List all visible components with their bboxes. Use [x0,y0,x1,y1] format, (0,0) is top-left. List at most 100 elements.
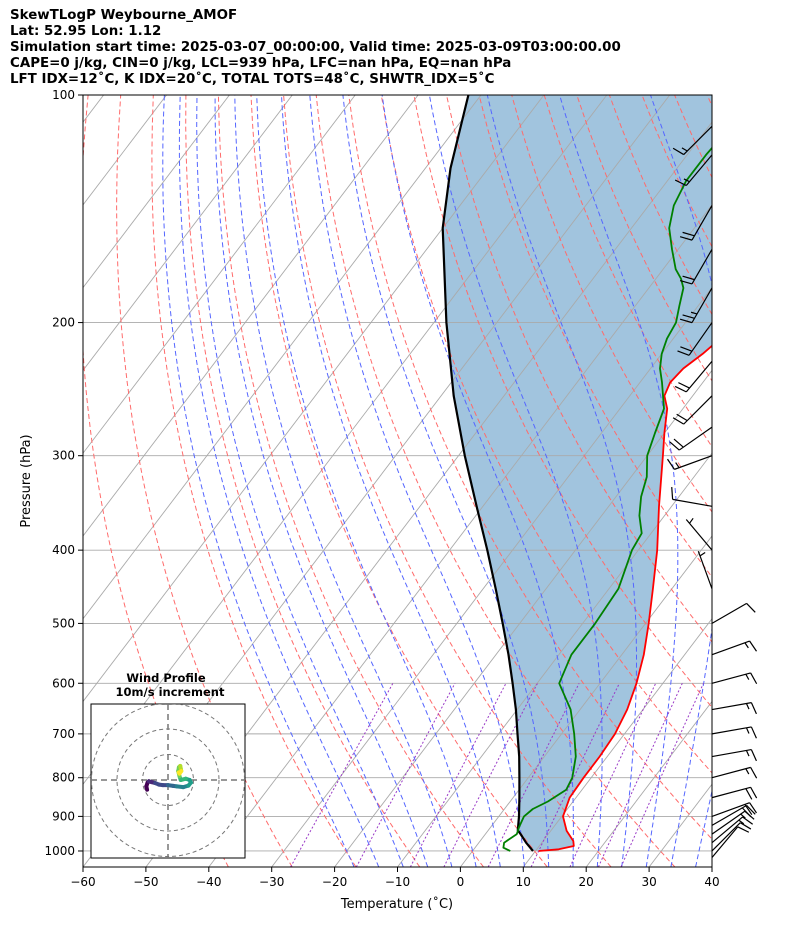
hodograph-segment [176,770,182,776]
mixing-ratio-line [409,683,507,867]
moist-adiabat-line [720,95,794,867]
isotherm-line [271,286,712,867]
isotherm-line [83,95,545,703]
y-tick-label: 500 [52,616,75,630]
chart-title-block: SkewTLogP Weybourne_AMOF Lat: 52.95 Lon:… [10,8,790,88]
dry-adiabat-line [740,95,794,867]
y-tick-label: 300 [52,449,75,463]
isotherm-line [460,535,712,867]
dry-adiabat-line [217,95,484,867]
y-axis-label: Pressure (hPa) [19,434,34,527]
moist-adiabat-line [309,95,525,867]
mixing-ratio-line [530,683,620,867]
mixing-ratio-lines [290,683,704,867]
wind-barb [711,816,754,844]
location-line: Lat: 52.95 Lon: 1.12 [10,24,162,39]
isotherm-line [208,204,712,867]
x-axis-ticks: −60 −50 −40 −30 −20 −10 0 10 20 30 40 [70,867,720,889]
x-tick-label: −20 [322,875,347,889]
wind-barb [672,125,713,156]
moist-adiabat-line [234,95,453,867]
x-tick-label: −50 [133,875,158,889]
moist-adiabat-line [281,95,501,867]
index-line: LFT IDX=12˚C, K IDX=20˚C, TOTAL TOTS=48˚… [10,72,495,87]
temperature-profile-line [538,344,712,852]
y-tick-label: 600 [52,676,75,690]
dry-adiabats [83,95,794,867]
wind-barb [711,672,758,685]
sounding-profiles [441,95,712,852]
dry-adiabat-line [116,95,293,867]
x-tick-label: −30 [259,875,284,889]
cape-line: CAPE=0 j/kg, CIN=0 j/kg, LCL=939 hPa, LF… [10,56,512,71]
y-tick-label: 100 [52,88,75,102]
isotherm-line [711,866,712,867]
wind-barb [674,360,713,393]
dry-adiabat-line [478,95,712,578]
wind-barb [679,287,713,324]
mixing-ratio-line [443,683,538,867]
x-tick-label: 40 [704,875,719,889]
y-tick-label: 900 [52,809,75,823]
wind-barb [697,551,713,590]
moist-adiabat-line [256,95,477,867]
y-axis-ticks: 1000 900 800 700 600 500 400 300 200 100 [44,88,83,858]
hodograph-title: Wind Profile [126,671,206,685]
mixing-ratio-line [355,683,456,867]
isotherm-line [83,95,356,454]
wind-barb [672,395,713,425]
x-tick-label: 30 [641,875,656,889]
isotherm-line [83,95,482,620]
moist-adiabat-line [162,95,355,867]
dry-adiabat-line [250,95,548,867]
isotherm-line [83,95,293,372]
hodograph-subtitle: 10m/s increment [116,685,225,699]
moist-adiabat-line [650,95,712,867]
isotherm-grid [83,95,712,867]
y-tick-label: 200 [52,316,75,330]
moist-adiabat-line [486,95,637,867]
wind-barb [674,154,713,187]
mixing-ratio-line [487,683,580,867]
wind-barb [679,249,713,285]
wind-barb [711,786,758,800]
wind-barb [711,702,757,715]
y-tick-label: 800 [52,771,75,785]
moist-adiabats [162,95,794,867]
moist-adiabat-line [178,95,380,867]
wind-barb [711,802,758,817]
moist-adiabat-line [214,95,429,867]
dewpoint-profile-line [502,146,712,852]
wind-barbs [666,125,758,858]
y-tick-label: 700 [52,727,75,741]
wind-barb [711,748,757,762]
x-tick-label: −60 [70,875,95,889]
wind-barb [679,205,713,241]
wind-barb [711,826,750,858]
isotherm-line [522,617,712,867]
wind-barb [685,517,713,551]
isotherm-line [83,95,230,289]
wind-barb [711,804,756,826]
dry-adiabat-line [772,95,794,867]
wind-barb [669,426,713,451]
dry-adiabat-line [348,95,712,840]
hodograph-inset: Wind Profile 10m/s increment [90,671,246,859]
isotherm-line [334,369,712,867]
x-tick-label: −10 [385,875,410,889]
x-tick-label: 0 [457,875,465,889]
dry-adiabat-line [446,95,712,643]
isotherm-line [585,700,712,867]
isotherm-line [397,452,712,867]
x-tick-label: 10 [516,875,531,889]
dry-adiabat-line [706,95,712,107]
wind-barb [711,822,752,852]
wind-barb [677,322,713,356]
dry-adiabat-line [380,95,712,774]
wind-barb [666,455,713,470]
chart-title: SkewTLogP Weybourne_AMOF [10,8,238,23]
wind-barb [711,602,756,624]
dry-adiabat-line [185,95,421,867]
wind-barb [671,486,713,507]
